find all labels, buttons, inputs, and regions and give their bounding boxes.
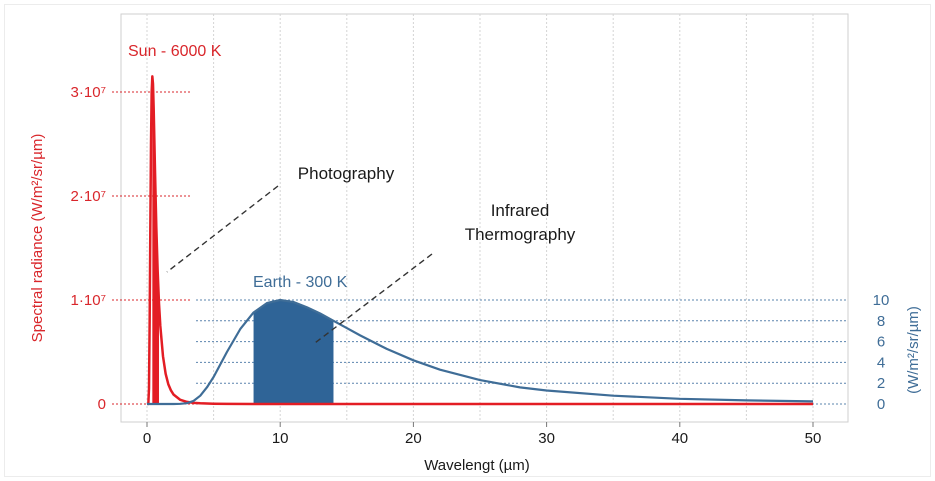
x-axis-label: Wavelengt (µm) bbox=[424, 457, 530, 474]
right-tick-label: 2 bbox=[877, 375, 885, 392]
left-tick-label: 1·10⁷ bbox=[71, 292, 106, 309]
sun-curve bbox=[147, 75, 813, 406]
right-tick-label: 8 bbox=[877, 313, 885, 330]
left-tick-label: 2·10⁷ bbox=[71, 188, 106, 205]
x-tick-label: 20 bbox=[405, 430, 422, 447]
series-label-earth: Earth - 300 K bbox=[253, 274, 348, 291]
earth-curve bbox=[147, 298, 814, 406]
series-layer bbox=[147, 75, 814, 406]
x-tick-label: 50 bbox=[805, 430, 822, 447]
series-label-sun: Sun - 6000 K bbox=[128, 43, 222, 60]
thermography-band bbox=[253, 300, 334, 404]
thermography-leader bbox=[312, 253, 433, 346]
plot-area-border bbox=[120, 13, 849, 423]
annotation-line: Infrared bbox=[491, 201, 550, 220]
right-tick-label: 4 bbox=[877, 354, 885, 371]
x-tick-label: 0 bbox=[143, 430, 151, 447]
left-tick-label: 0 bbox=[98, 396, 106, 413]
x-tick-label: 10 bbox=[272, 430, 289, 447]
left-axis-label: Spectral radiance (W/m²/sr/µm) bbox=[29, 134, 46, 343]
annotation-line: Thermography bbox=[465, 225, 576, 244]
photography-leader bbox=[166, 185, 279, 273]
right-tick-label: 10 bbox=[873, 292, 890, 309]
right-axis-label: (W/m²/sr/µm) bbox=[905, 306, 922, 394]
grid-layer bbox=[120, 13, 849, 423]
annotation-layer: Photography Infrared Thermography bbox=[166, 164, 576, 346]
annotation-line: Photography bbox=[298, 164, 395, 183]
x-tick-label: 40 bbox=[671, 430, 688, 447]
right-tick-label: 6 bbox=[877, 334, 885, 351]
right-tick-label: 0 bbox=[877, 396, 885, 413]
left-tick-label: 3·10⁷ bbox=[71, 84, 106, 101]
thermography-label: Infrared Thermography bbox=[465, 201, 576, 244]
band-layer bbox=[152, 76, 334, 405]
axes-layer: 0 10 20 30 40 50 0 1·10⁷ 2·10⁷ 3·10⁷ 0 2 4 6 8 10 bbox=[71, 84, 890, 447]
photography-label: Photography bbox=[298, 164, 395, 183]
x-tick-label: 30 bbox=[538, 430, 555, 447]
